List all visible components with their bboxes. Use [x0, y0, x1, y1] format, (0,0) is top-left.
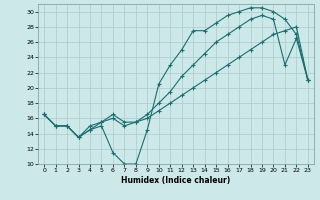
X-axis label: Humidex (Indice chaleur): Humidex (Indice chaleur) [121, 176, 231, 185]
